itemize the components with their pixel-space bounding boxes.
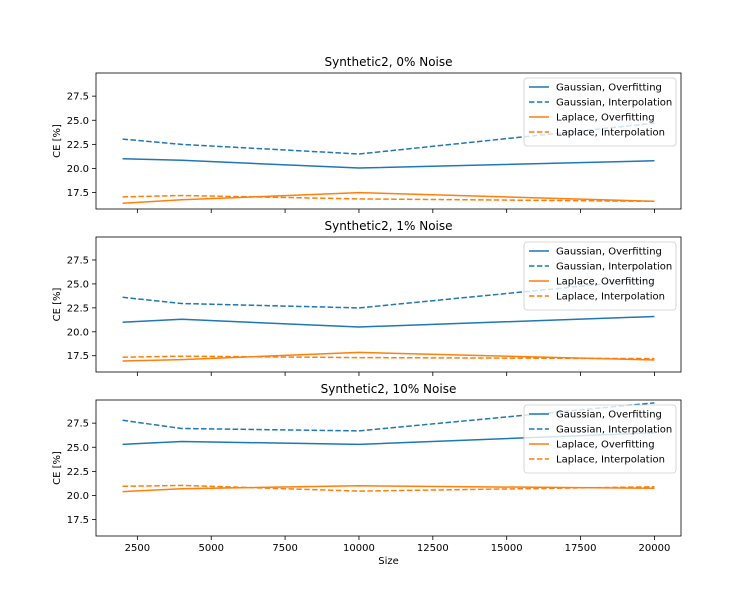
series-line-3	[122, 351, 655, 362]
y-axis-label: CE [%]	[52, 124, 63, 158]
series-line-3	[122, 191, 655, 204]
legend-label-2: Gaussian, Interpolation	[556, 262, 672, 273]
x-axis-label: Size	[378, 556, 399, 567]
x-tick-label: 7500	[272, 543, 297, 554]
legend-label-3: Laplace, Overfitting	[556, 277, 655, 288]
series-line-4	[122, 194, 655, 203]
legend-label-1: Gaussian, Overfitting	[556, 83, 662, 94]
y-tick-label: 20.0	[67, 491, 89, 502]
legend-label-4: Laplace, Interpolation	[556, 128, 665, 139]
x-tick-label: 17500	[565, 543, 597, 554]
legend-label-4: Laplace, Interpolation	[556, 292, 665, 303]
legend-label-3: Laplace, Overfitting	[556, 440, 655, 451]
y-tick-label: 25.0	[67, 116, 89, 127]
y-tick-label: 20.0	[67, 327, 89, 338]
y-tick-label: 22.5	[67, 303, 89, 314]
subplot-1: Synthetic2, 0% Noise CE [%] 17.5 20.0 22.5 25…	[52, 55, 682, 213]
axes-frame	[95, 236, 682, 373]
x-tick-label: 5000	[199, 543, 224, 554]
x-tick-label: 15000	[491, 543, 523, 554]
chart-title: Synthetic2, 0% Noise	[324, 55, 452, 69]
y-tick-label: 27.5	[67, 92, 89, 103]
series-line-4	[122, 355, 655, 360]
y-tick-label: 25.0	[67, 279, 89, 290]
series-line-1	[122, 315, 655, 328]
legend: Gaussian, Overfitting Gaussian, Interpola…	[523, 241, 677, 311]
series-group	[122, 122, 655, 204]
legend: Gaussian, Overfitting Gaussian, Interpola…	[523, 404, 677, 474]
legend-label-2: Gaussian, Interpolation	[556, 425, 672, 436]
y-tick-label: 25.0	[67, 443, 89, 454]
series-group	[122, 278, 655, 362]
y-tick-label: 17.5	[67, 515, 89, 526]
legend-label-3: Laplace, Overfitting	[556, 113, 655, 124]
x-tick-label: 20000	[639, 543, 671, 554]
legend-box	[523, 241, 677, 311]
legend-label-2: Gaussian, Interpolation	[556, 98, 672, 109]
y-tick-label: 20.0	[67, 164, 89, 175]
chart-title: Synthetic2, 10% Noise	[321, 382, 457, 396]
series-line-1	[122, 432, 655, 446]
subplot-2: Synthetic2, 1% Noise CE [%] 17.5 20.0 22.5 25…	[52, 219, 682, 376]
x-tick-label: 10000	[343, 543, 375, 554]
legend: Gaussian, Overfitting Gaussian, Interpola…	[523, 77, 677, 147]
legend-label-4: Laplace, Interpolation	[556, 455, 665, 466]
y-tick-label: 27.5	[67, 419, 89, 430]
y-axis-label: CE [%]	[52, 288, 63, 322]
series-line-4	[122, 484, 655, 492]
series-line-1	[122, 158, 655, 169]
series-group	[122, 402, 655, 493]
legend-label-1: Gaussian, Overfitting	[556, 410, 662, 421]
chart-title: Synthetic2, 1% Noise	[324, 219, 452, 233]
legend-box	[523, 404, 677, 474]
y-tick-label: 17.5	[67, 188, 89, 199]
y-tick-label: 17.5	[67, 351, 89, 362]
legend-label-1: Gaussian, Overfitting	[556, 247, 662, 258]
x-tick-label: 2500	[125, 543, 150, 554]
axes-frame	[95, 399, 682, 537]
axes-frame	[95, 72, 682, 210]
y-axis-label: CE [%]	[52, 451, 63, 485]
y-tick-label: 22.5	[67, 140, 89, 151]
legend-box	[523, 77, 677, 147]
y-tick-label: 27.5	[67, 255, 89, 266]
series-line-3	[122, 485, 655, 493]
subplot-3: Synthetic2, 10% Noise CE [%] 17.5 20.0 22.5 2…	[52, 382, 682, 567]
y-tick-label: 22.5	[67, 467, 89, 478]
x-tick-label: 12500	[417, 543, 449, 554]
